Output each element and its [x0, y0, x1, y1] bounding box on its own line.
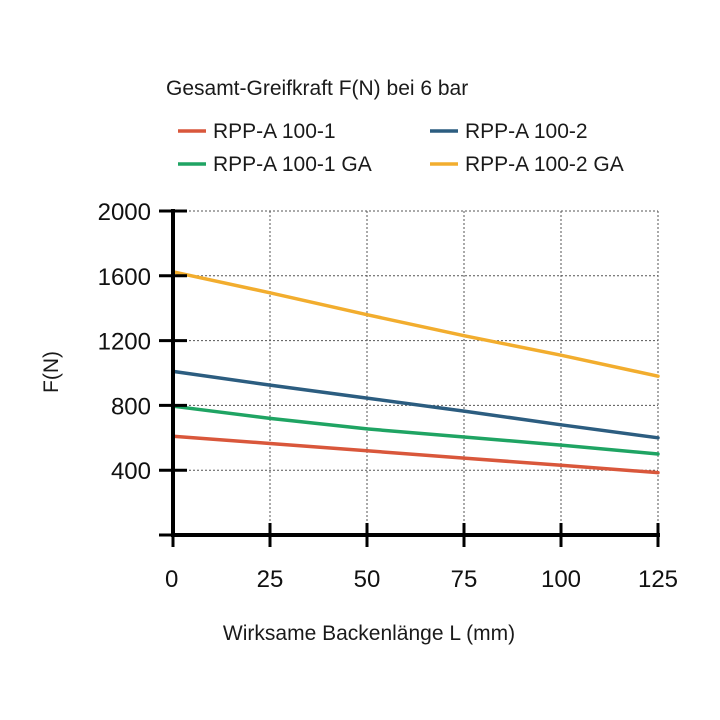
y-tick-label: 400	[111, 458, 151, 485]
y-tick-label: 1600	[98, 264, 151, 291]
x-axis-label: Wirksame Backenlänge L (mm)	[223, 622, 515, 645]
x-tick-labels: 0 25 50 75 100 125	[165, 566, 678, 593]
legend-label-3: RPP-A 100-1 GA	[213, 153, 372, 176]
series-line-4	[171, 270, 660, 378]
x-tick-label: 0	[165, 566, 178, 593]
x-tick-label: 100	[541, 566, 581, 593]
x-tick-label: 25	[257, 566, 284, 593]
y-tick-label: 2000	[98, 199, 151, 226]
y-tick-label: 1200	[98, 329, 151, 356]
legend: RPP-A 100-1 RPP-A 100-2 RPP-A 100-1 GA RPP-…	[178, 120, 624, 176]
series-line-1	[171, 434, 660, 475]
series-line-3	[171, 404, 660, 456]
y-tick-labels: 400 800 1200 1600 2000	[98, 199, 151, 485]
series-lines	[171, 270, 660, 475]
axes	[159, 209, 660, 547]
x-tick-label: 75	[451, 566, 478, 593]
chart-title: Gesamt-Greifkraft F(N) bei 6 bar	[166, 77, 468, 100]
legend-label-1: RPP-A 100-1	[213, 120, 336, 143]
y-axis-label: F(N)	[40, 351, 63, 393]
y-tick-label: 800	[111, 393, 151, 420]
series-line-2	[171, 369, 660, 440]
x-tick-label: 125	[638, 566, 678, 593]
legend-label-4: RPP-A 100-2 GA	[465, 153, 624, 176]
x-tick-label: 50	[354, 566, 381, 593]
grid-lines	[173, 210, 659, 535]
legend-label-2: RPP-A 100-2	[465, 120, 588, 143]
